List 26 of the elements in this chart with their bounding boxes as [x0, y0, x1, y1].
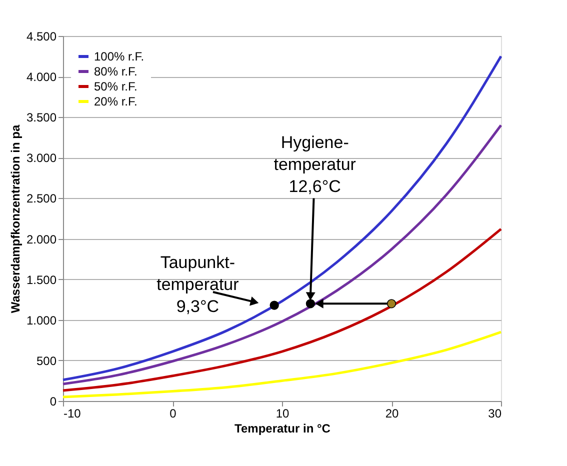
y-tick-label: 0: [50, 394, 57, 408]
y-tick-label: 2.000: [26, 232, 57, 246]
y-tick-label: 500: [36, 354, 57, 368]
legend-label: 80% r.F.: [94, 64, 138, 78]
x-axis-title: Temperatur in °C: [234, 422, 331, 436]
y-tick-label: 1.500: [26, 272, 57, 287]
y-tick-label: 1.000: [26, 313, 57, 328]
x-tick-label: 30: [488, 406, 502, 420]
y-tick-label: 4.000: [26, 70, 57, 84]
y-tick-label: 3.500: [26, 110, 57, 125]
y-tick-label: 4.500: [26, 30, 57, 44]
annotation: Taupunkt- temperatur 9,3°C: [156, 253, 240, 316]
legend-label: 50% r.F.: [94, 80, 138, 94]
y-tick-label: 2.500: [26, 192, 57, 206]
line-series: [62, 330, 502, 398]
x-tick-label: 10: [276, 406, 290, 420]
line-series: [62, 124, 502, 386]
legend-label: 20% r.F.: [94, 94, 138, 108]
x-tick-label: 20: [385, 406, 399, 420]
y-tick-label: 3.000: [26, 151, 57, 166]
line-series: [62, 228, 502, 392]
x-tick-label: 0: [170, 406, 177, 420]
legend-label: 100% r.F.: [94, 50, 144, 64]
annotation: Hygiene- temperatur 12,6°C: [274, 133, 356, 196]
x-tick-label: -10: [64, 406, 82, 420]
y-axis-title: Wasserdampfkonzentration in pa: [8, 124, 22, 314]
